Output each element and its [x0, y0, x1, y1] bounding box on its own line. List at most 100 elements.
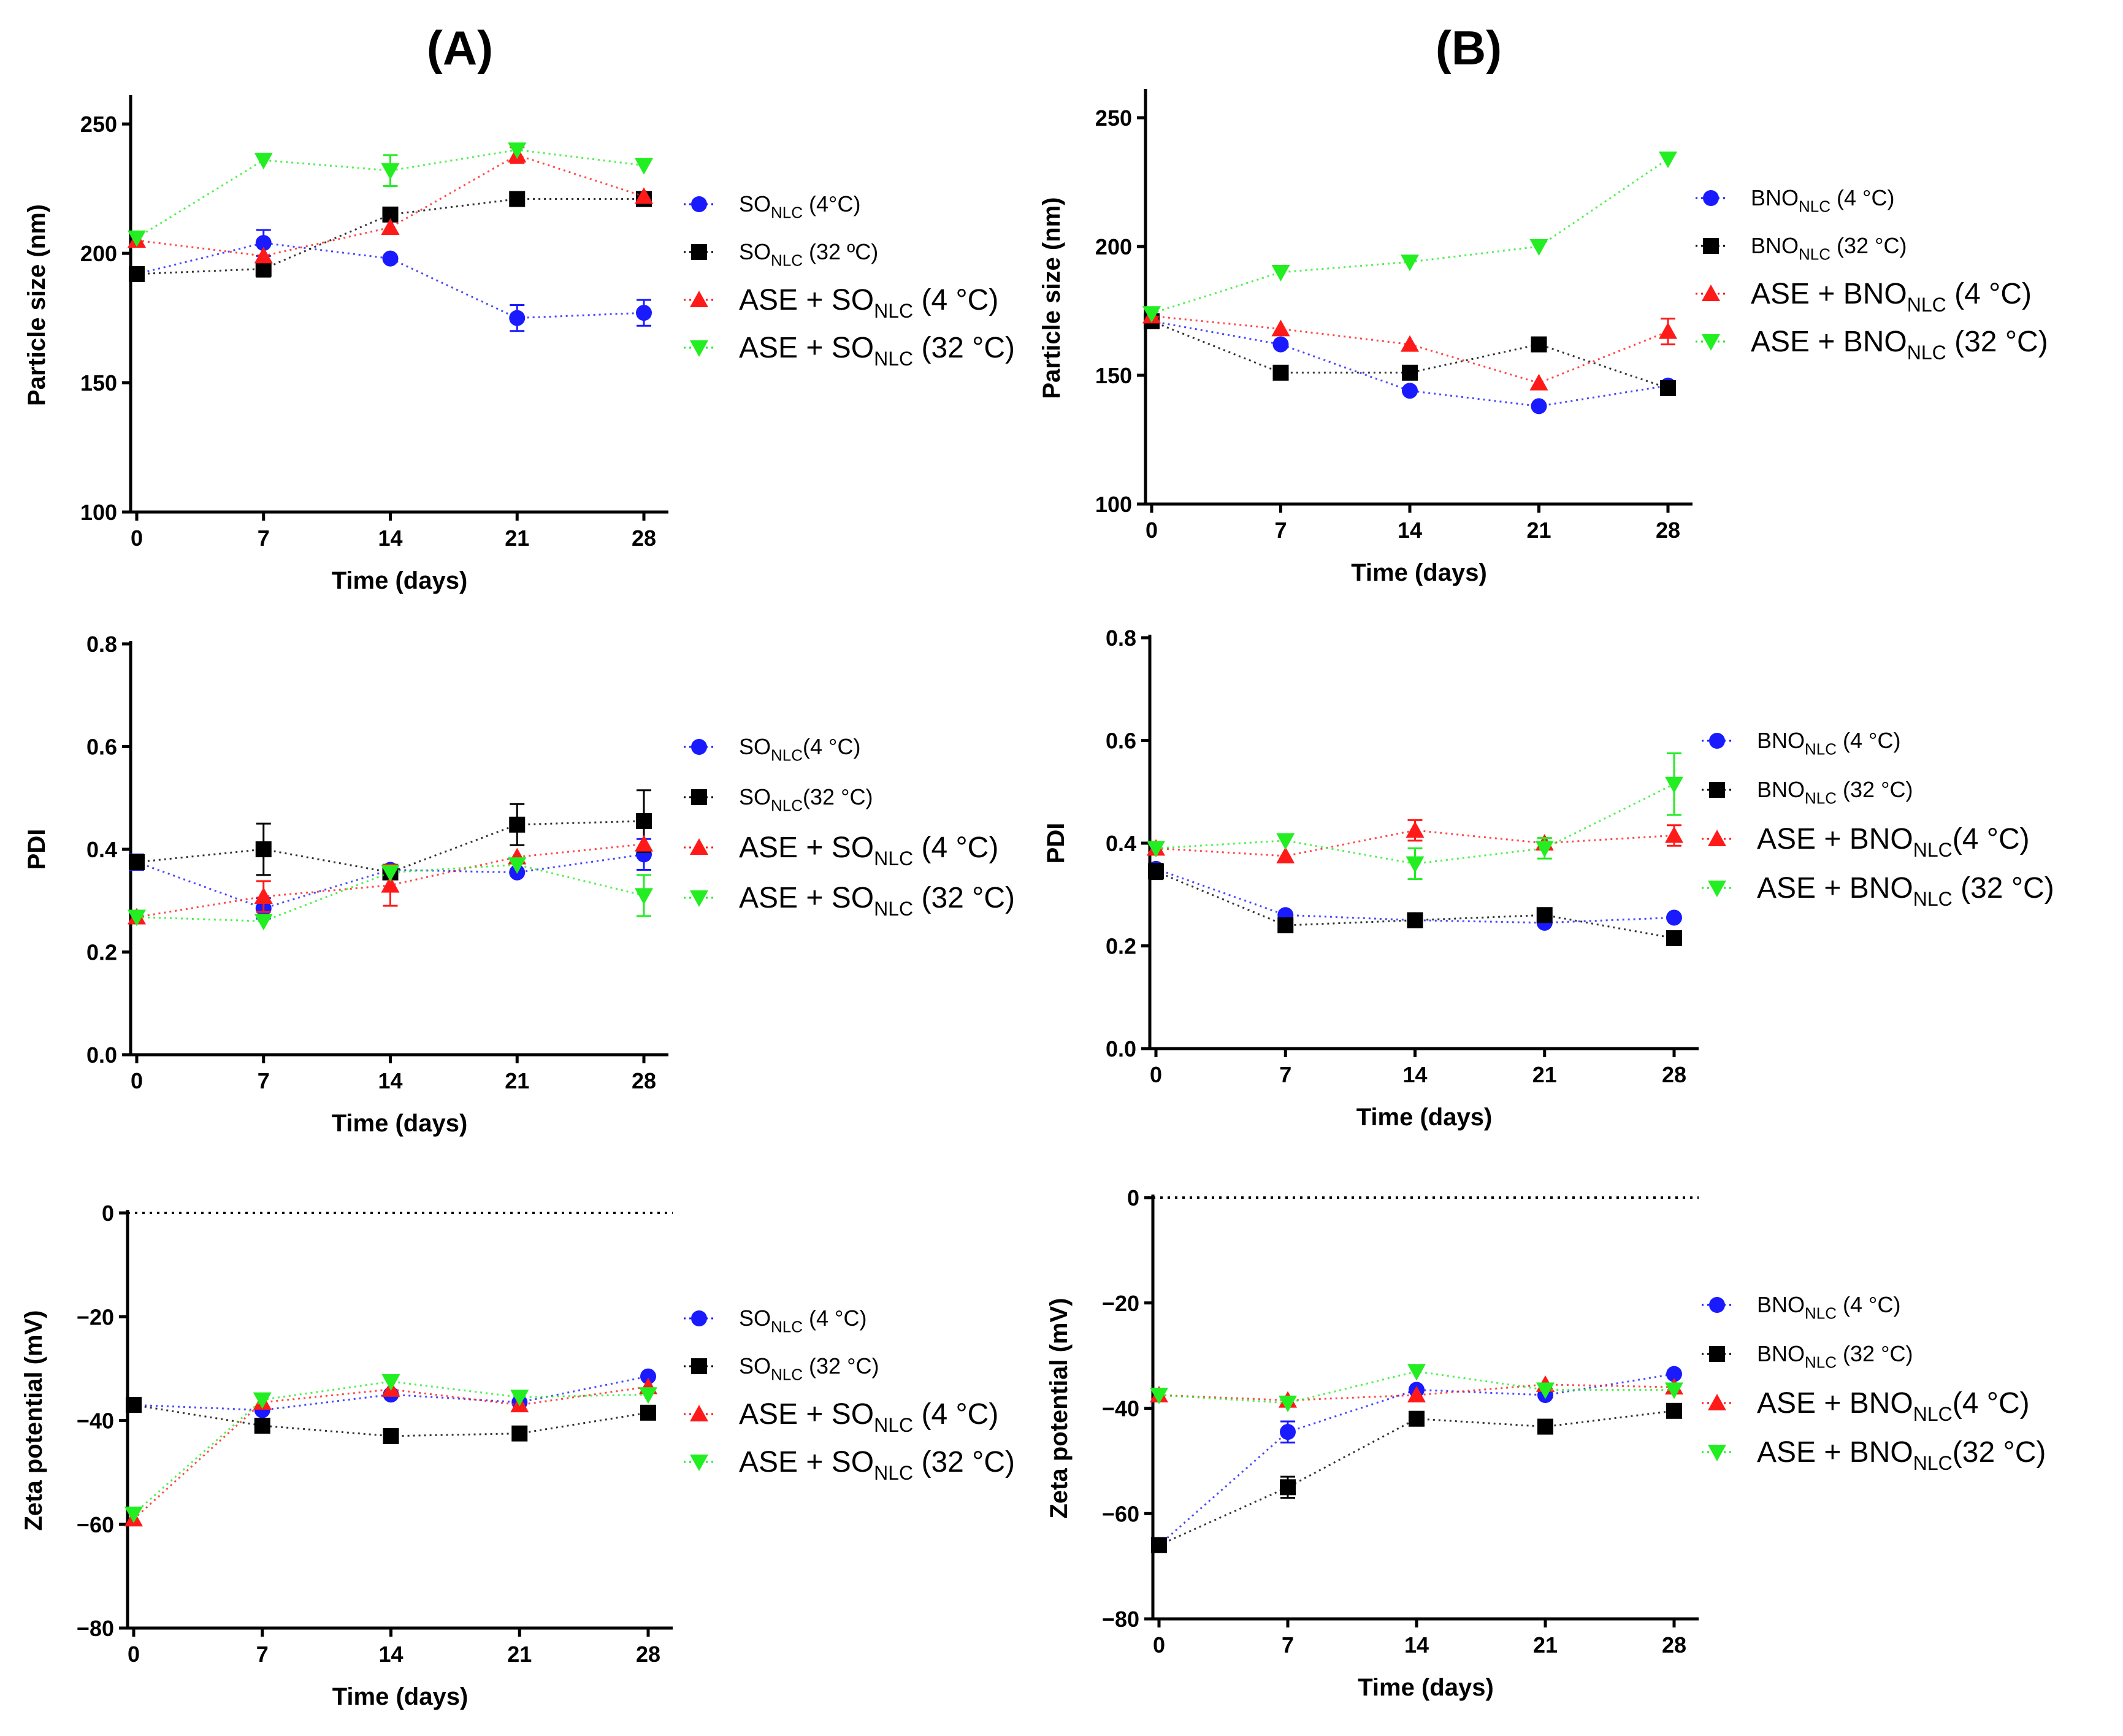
data-point — [508, 142, 527, 159]
data-point — [635, 888, 653, 905]
legend-label: ASE + SONLC (4 °C) — [739, 832, 998, 870]
legend-entry-2: ASE + BNONLC (4 °C) — [1696, 278, 2032, 316]
legend-label: ASE + BNONLC (4 °C) — [1751, 278, 2032, 316]
data-point — [509, 310, 526, 326]
charts-group: 100 150 200 250 0 7 14 21 28 Time (days) Particle … — [20, 89, 2054, 1710]
data-point — [1280, 1479, 1296, 1496]
data-point — [510, 1390, 529, 1407]
y-tick-label: 0 — [1127, 1185, 1139, 1210]
data-point — [1659, 151, 1677, 169]
y-tick-label: −20 — [1102, 1291, 1139, 1316]
data-point — [255, 841, 272, 857]
chart-A-size: 100 150 200 250 0 7 14 21 28 Time (days) Particle … — [23, 95, 1015, 594]
series-line — [133, 1404, 649, 1437]
data-point — [1529, 373, 1548, 391]
series-3 — [1142, 151, 1677, 323]
data-point — [636, 305, 652, 321]
legend-entry-0: BNONLC (4 °C) — [1702, 728, 1900, 758]
legend-entry-0: SONLC (4°C) — [684, 191, 860, 221]
data-point — [1406, 821, 1425, 838]
legend-entry-1: SONLC (32 ºC) — [684, 239, 878, 269]
legend-label: BNONLC (32 °C) — [1757, 1341, 1913, 1371]
x-tick-label: 14 — [1404, 1632, 1429, 1658]
y-axis-label: PDI — [1042, 823, 1069, 864]
legend-label: ASE + SONLC (4 °C) — [739, 1398, 998, 1436]
legend-label: SONLC (4 °C) — [739, 1306, 866, 1336]
data-point — [1271, 265, 1290, 281]
x-tick-label: 28 — [632, 526, 656, 551]
data-point — [1531, 398, 1547, 415]
y-tick-label: 0 — [102, 1201, 114, 1226]
legend-entry-0: BNONLC (4 °C) — [1696, 185, 1894, 215]
x-tick-label: 21 — [507, 1642, 532, 1667]
data-point — [381, 163, 400, 180]
x-tick-label: 0 — [128, 1642, 140, 1667]
y-axis-label: Zeta potential (mV) — [20, 1310, 47, 1531]
x-tick-label: 28 — [1656, 518, 1680, 543]
x-tick-label: 14 — [1398, 518, 1422, 543]
legend-label: SONLC(32 °C) — [739, 784, 873, 814]
data-point — [509, 191, 526, 207]
y-tick-label: 0.4 — [86, 837, 117, 862]
data-point — [1271, 319, 1290, 337]
legend-entry-3: ASE + SONLC (32 °C) — [684, 882, 1015, 920]
series-line — [133, 1375, 649, 1412]
data-point — [255, 235, 272, 251]
series-3 — [128, 857, 653, 931]
legend-label: SONLC (32 °C) — [739, 1353, 879, 1383]
data-point — [1529, 239, 1548, 256]
data-point — [1276, 833, 1295, 850]
y-tick-label: 250 — [80, 112, 117, 137]
x-tick-label: 7 — [1274, 518, 1287, 543]
data-point — [1279, 1395, 1297, 1412]
y-tick-label: 150 — [1095, 363, 1132, 388]
data-point — [383, 1428, 399, 1444]
x-tick-label: 14 — [378, 1068, 402, 1093]
legend-label: ASE + BNONLC(4 °C) — [1757, 1387, 2030, 1425]
legend-marker — [691, 1358, 707, 1374]
series-line — [136, 198, 644, 275]
x-tick-label: 21 — [505, 526, 529, 551]
legend-label: ASE + BNONLC (32 °C) — [1757, 872, 2054, 910]
data-point — [1536, 907, 1553, 923]
x-tick-label: 0 — [1150, 1062, 1162, 1087]
data-point — [635, 835, 653, 852]
y-tick-label: 100 — [80, 500, 117, 525]
data-point — [1665, 1382, 1683, 1399]
data-point — [1666, 930, 1682, 946]
data-point — [1660, 380, 1676, 396]
data-point — [124, 1506, 143, 1523]
data-point — [1401, 335, 1419, 352]
y-axis-label: Particle size (nm) — [1038, 197, 1065, 399]
data-point — [1148, 863, 1164, 880]
legend-marker — [691, 244, 707, 260]
legend-marker — [1702, 334, 1720, 351]
chart-A-pdi: 0.0 0.2 0.4 0.6 0.8 0 7 14 21 28 Time (days) PDI SON… — [23, 632, 1015, 1137]
legend-marker — [1703, 190, 1719, 206]
legend-label: ASE + SONLC (32 °C) — [739, 1446, 1015, 1484]
legend-entry-3: ASE + BNONLC (32 °C) — [1702, 872, 2054, 910]
legend-label: ASE + BNONLC (32 °C) — [1751, 326, 2048, 364]
data-point — [381, 865, 400, 882]
legend-label: BNONLC (32 °C) — [1751, 233, 1907, 263]
x-tick-label: 14 — [1402, 1062, 1427, 1087]
y-tick-label: −20 — [77, 1304, 114, 1329]
y-tick-label: 0.2 — [86, 940, 117, 965]
y-tick-label: 0.8 — [86, 632, 117, 657]
data-point — [382, 250, 399, 267]
chart-B-zeta: −80 −60 −40 −20 0 0 7 14 21 28 Time (days) Zeta pot… — [1046, 1185, 2046, 1701]
legend-marker — [690, 340, 708, 357]
data-point — [126, 1397, 142, 1413]
y-tick-label: 0.0 — [86, 1042, 117, 1068]
y-tick-label: −40 — [77, 1409, 114, 1434]
data-point — [381, 1374, 400, 1391]
x-axis-label: Time (days) — [1356, 1104, 1493, 1131]
data-point — [1401, 254, 1419, 272]
data-point — [1665, 826, 1683, 843]
data-point — [1150, 1388, 1168, 1405]
panel-title-b: (B) — [1436, 21, 1502, 75]
x-tick-label: 0 — [1146, 518, 1158, 543]
legend-marker — [691, 789, 707, 805]
y-axis-label: Particle size (nm) — [23, 204, 50, 406]
data-point — [1280, 1424, 1296, 1440]
